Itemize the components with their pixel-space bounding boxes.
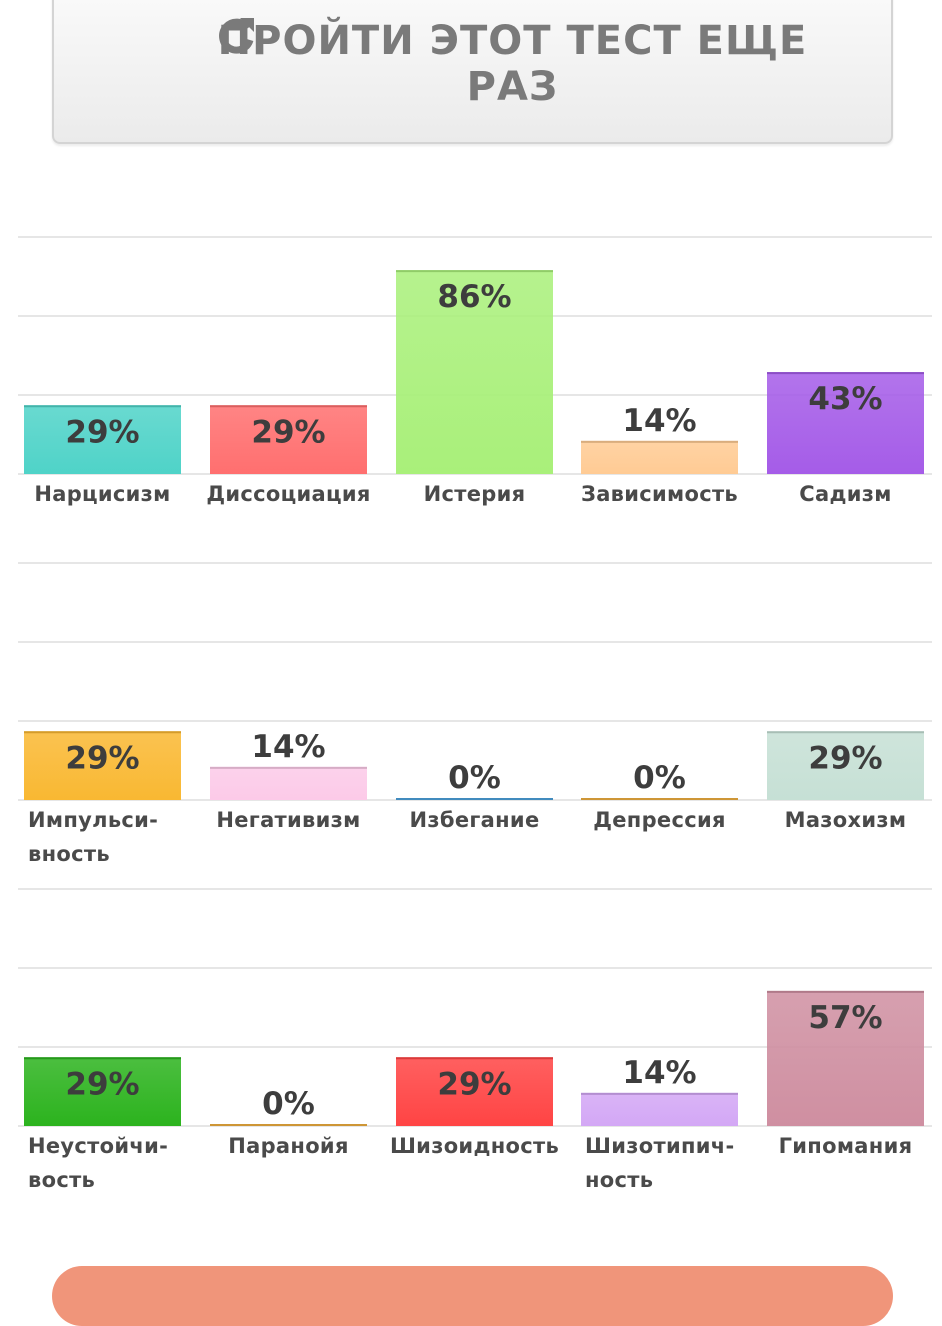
- bar: [210, 766, 367, 800]
- bar-value-label: 57%: [808, 1000, 882, 1036]
- category-label: Мазохизм: [785, 808, 907, 832]
- chart-1: 29% Нарцисизм 29% Диссоциация 86% Истерия 14% З…: [18, 236, 932, 506]
- bar: [396, 270, 553, 474]
- results-charts: 29% Нарцисизм 29% Диссоциация 86% Истерия 14% З…: [18, 236, 932, 1192]
- category-label: Зависимость: [581, 482, 738, 506]
- category-label: Негативизм: [216, 808, 360, 832]
- category-label: Шизотипич-ность: [585, 1134, 735, 1192]
- category-label: Шизоидность: [390, 1134, 559, 1158]
- bar-value-label: 29%: [65, 740, 139, 776]
- retry-button-label: ПРОЙТИ ЭТОТ ТЕСТ ЕЩЕ РАЗ: [217, 18, 808, 110]
- results-bar-charts: 29% Нарцисизм 29% Диссоциация 86% Истерия 14% З…: [18, 236, 932, 1192]
- bar-value-label: 0%: [262, 1086, 315, 1122]
- bar: [767, 372, 924, 474]
- category-label: Неустойчи-вость: [28, 1134, 168, 1192]
- chart-3: 29% Неустойчи-вость 0% Паранойя 29% Шизоиднос…: [18, 888, 932, 1192]
- category-label: Садизм: [799, 482, 891, 506]
- bar-value-label: 29%: [251, 414, 325, 450]
- bar: [24, 405, 181, 474]
- bar: [767, 731, 924, 800]
- chart-2: 29% Импульси-вность 14% Негативизм 0% Избеган…: [18, 562, 932, 866]
- bar-value-label: 0%: [448, 760, 501, 796]
- bottom-action-button[interactable]: [52, 1266, 893, 1326]
- bar-value-label: 14%: [251, 729, 325, 765]
- bar-value-label: 29%: [65, 414, 139, 450]
- category-label: Диссоциация: [206, 482, 370, 506]
- refresh-icon: [219, 18, 254, 54]
- category-label: Паранойя: [228, 1134, 348, 1158]
- bar-value-label: 29%: [808, 740, 882, 776]
- category-label: Депрессия: [593, 808, 726, 832]
- bar: [24, 1057, 181, 1126]
- category-label: Гипомания: [779, 1134, 913, 1158]
- bar-value-label: 0%: [633, 760, 686, 796]
- category-label: Нарцисизм: [34, 482, 170, 506]
- bar-value-label: 14%: [622, 1055, 696, 1091]
- bar-value-label: 29%: [65, 1066, 139, 1102]
- bar: [581, 440, 738, 474]
- bar: [581, 1092, 738, 1126]
- retry-test-button[interactable]: ПРОЙТИ ЭТОТ ТЕСТ ЕЩЕ РАЗ: [52, 0, 893, 144]
- bar-value-label: 43%: [808, 381, 882, 417]
- bar: [24, 731, 181, 800]
- bar-value-label: 29%: [437, 1066, 511, 1102]
- bar: [396, 1057, 553, 1126]
- bar-value-label: 14%: [622, 403, 696, 439]
- category-label: Избегание: [410, 808, 540, 832]
- category-label: Истерия: [424, 482, 526, 506]
- bar-value-label: 86%: [437, 279, 511, 315]
- category-label: Импульси-вность: [28, 808, 158, 866]
- bar: [767, 990, 924, 1126]
- bar: [210, 405, 367, 474]
